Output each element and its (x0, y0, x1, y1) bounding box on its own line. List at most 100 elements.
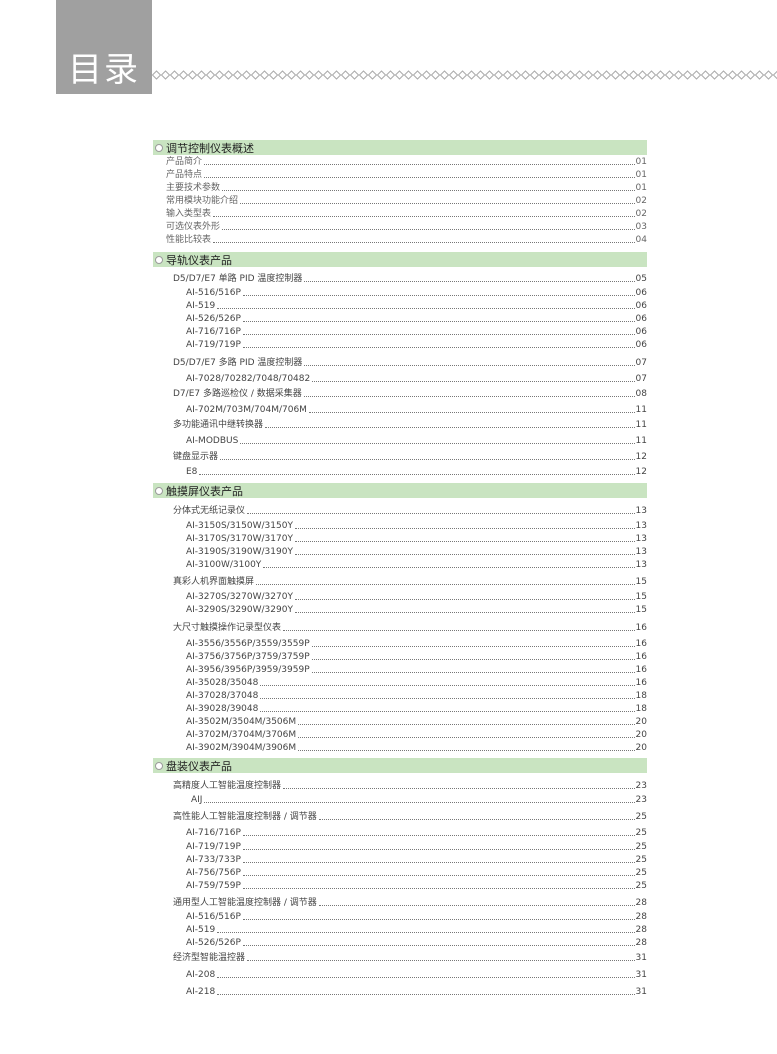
section-title: 盘装仪表产品 (166, 759, 232, 773)
page-number: 11 (635, 420, 647, 430)
toc-entry[interactable]: AI-3190S/3190W/3190Y 13 (186, 546, 647, 558)
page-number: 12 (635, 452, 647, 462)
page-number: 11 (635, 436, 647, 446)
toc-entry[interactable]: AI-716/716P 25 (186, 827, 647, 839)
dot-leader (304, 365, 635, 366)
toc-entry[interactable]: AI-39028/39048 18 (186, 703, 647, 715)
toc-entry[interactable]: AI-37028/37048 18 (186, 690, 647, 702)
toc-entry[interactable]: AI-3290S/3290W/3290Y 15 (186, 604, 647, 616)
page-number: 11 (635, 405, 647, 415)
page-number: 15 (635, 605, 647, 615)
dot-leader (213, 216, 635, 217)
section-header[interactable]: 导轨仪表产品 (153, 252, 647, 267)
page-number: 13 (635, 560, 647, 570)
toc-group-entry[interactable]: 键盘显示器 12 (173, 451, 647, 463)
toc-entry[interactable]: AI-526/526P 06 (186, 313, 647, 325)
dot-leader (294, 541, 635, 542)
toc-group-entry[interactable]: 高精度人工智能温度控制器 23 (173, 780, 647, 792)
dot-leader (217, 932, 635, 933)
toc-group-entry[interactable]: 经济型智能温控器 31 (173, 952, 647, 964)
toc-entry[interactable]: 可选仪表外形 03 (166, 221, 647, 233)
toc-group-entry[interactable]: 大尺寸触摸操作记录型仪表 16 (173, 622, 647, 634)
dot-leader (242, 334, 635, 335)
entry-label: AI-719/719P (186, 842, 241, 852)
entry-label: AI-39028/39048 (186, 704, 259, 714)
toc-entry[interactable]: AI-218 31 (186, 986, 647, 998)
toc-entry[interactable]: AI-3956/3956P/3959/3959P 16 (186, 664, 647, 676)
toc-entry[interactable]: AI-719/719P 25 (186, 841, 647, 853)
toc-entry[interactable]: AI-519 06 (186, 300, 647, 312)
toc-entry[interactable]: AI-526/526P 28 (186, 937, 647, 949)
toc-entry[interactable]: 产品特点 01 (166, 169, 647, 181)
dot-leader (311, 659, 635, 660)
dot-leader (260, 698, 635, 699)
toc-entry[interactable]: AI-516/516P 28 (186, 911, 647, 923)
section-header[interactable]: 触摸屏仪表产品 (153, 483, 647, 498)
toc-group-entry[interactable]: 真彩人机界面触摸屏 15 (173, 576, 647, 588)
dot-leader (242, 295, 635, 296)
dot-leader (247, 960, 635, 961)
toc-entry[interactable]: AI-3556/3556P/3559/3559P 16 (186, 638, 647, 650)
page-number: 16 (635, 639, 647, 649)
section-header[interactable]: 盘装仪表产品 (153, 758, 647, 773)
toc-group-entry[interactable]: D7/E7 多路巡检仪 / 数据采集器 08 (173, 388, 647, 400)
toc-entry[interactable]: AI-3270S/3270W/3270Y 15 (186, 591, 647, 603)
toc-entry[interactable]: AI-719/719P 06 (186, 339, 647, 351)
dot-leader (242, 919, 635, 920)
toc-group-entry[interactable]: D5/D7/E7 单路 PID 温度控制器 05 (173, 273, 647, 285)
toc-group-entry[interactable]: D5/D7/E7 多路 PID 温度控制器 07 (173, 357, 647, 369)
toc-entry[interactable]: AI-519 28 (186, 924, 647, 936)
page-number: 18 (635, 691, 647, 701)
toc-entry[interactable]: AI-7028/70282/7048/70482 07 (186, 373, 647, 385)
toc-entry[interactable]: E8 12 (186, 466, 647, 478)
entry-label: AI-519 (186, 925, 216, 935)
toc-entry[interactable]: AI-35028/35048 16 (186, 677, 647, 689)
toc-entry[interactable]: AIJ 23 (191, 794, 647, 806)
page-number: 06 (635, 327, 647, 337)
toc-entry[interactable]: AI-3702M/3704M/3706M 20 (186, 729, 647, 741)
entry-label: AI-516/516P (186, 288, 241, 298)
toc-entry[interactable]: AI-702M/703M/704M/706M 11 (186, 404, 647, 416)
entry-label: 产品特点 (166, 170, 203, 180)
dot-leader (294, 599, 635, 600)
dot-leader (242, 875, 635, 876)
toc-entry[interactable]: AI-3150S/3150W/3150Y 13 (186, 520, 647, 532)
dot-leader (294, 612, 635, 613)
entry-label: 通用型人工智能温度控制器 / 调节器 (173, 898, 317, 908)
toc-entry[interactable]: AI-733/733P 25 (186, 854, 647, 866)
toc-entry[interactable]: AI-208 31 (186, 969, 647, 981)
toc-entry[interactable]: 常用模块功能介绍 02 (166, 195, 647, 207)
toc-entry[interactable]: AI-759/759P 25 (186, 880, 647, 892)
entry-label: 键盘显示器 (173, 452, 219, 462)
toc-entry[interactable]: AI-3170S/3170W/3170Y 13 (186, 533, 647, 545)
toc-entry[interactable]: 产品简介 01 (166, 156, 647, 168)
page-number: 02 (635, 209, 647, 219)
dot-leader (204, 164, 635, 165)
entry-label: AI-3902M/3904M/3906M (186, 743, 297, 753)
dot-leader (308, 412, 635, 413)
toc-group-entry[interactable]: 多功能通讯中继转换器 11 (173, 419, 647, 431)
toc-entry[interactable]: 性能比较表 04 (166, 234, 647, 246)
toc-entry[interactable]: AI-MODBUS 11 (186, 435, 647, 447)
toc-entry[interactable]: AI-3100W/3100Y 13 (186, 559, 647, 571)
toc-entry[interactable]: AI-3756/3756P/3759/3759P 16 (186, 651, 647, 663)
toc-group-entry[interactable]: 通用型人工智能温度控制器 / 调节器 28 (173, 897, 647, 909)
section-header[interactable]: 调节控制仪表概述 (153, 140, 647, 155)
toc-entry[interactable]: AI-716/716P 06 (186, 326, 647, 338)
dot-leader (199, 474, 635, 475)
section-title: 触摸屏仪表产品 (166, 484, 243, 498)
toc-entry[interactable]: AI-756/756P 25 (186, 867, 647, 879)
toc-entry[interactable]: 主要技术参数 01 (166, 182, 647, 194)
toc-entry[interactable]: AI-516/516P 06 (186, 287, 647, 299)
entry-label: AI-3290S/3290W/3290Y (186, 605, 293, 615)
dot-leader (240, 443, 635, 444)
toc-entry[interactable]: AI-3902M/3904M/3906M 20 (186, 742, 647, 754)
entry-label: 真彩人机界面触摸屏 (173, 577, 255, 587)
toc-group-entry[interactable]: 分体式无纸记录仪 13 (173, 505, 647, 517)
toc-group-entry[interactable]: 高性能人工智能温度控制器 / 调节器 25 (173, 811, 647, 823)
section-title: 导轨仪表产品 (166, 253, 232, 267)
toc-entry[interactable]: 输入类型表 02 (166, 208, 647, 220)
toc-entry[interactable]: AI-3502M/3504M/3506M 20 (186, 716, 647, 728)
page-number: 15 (635, 592, 647, 602)
page-number: 13 (635, 521, 647, 531)
